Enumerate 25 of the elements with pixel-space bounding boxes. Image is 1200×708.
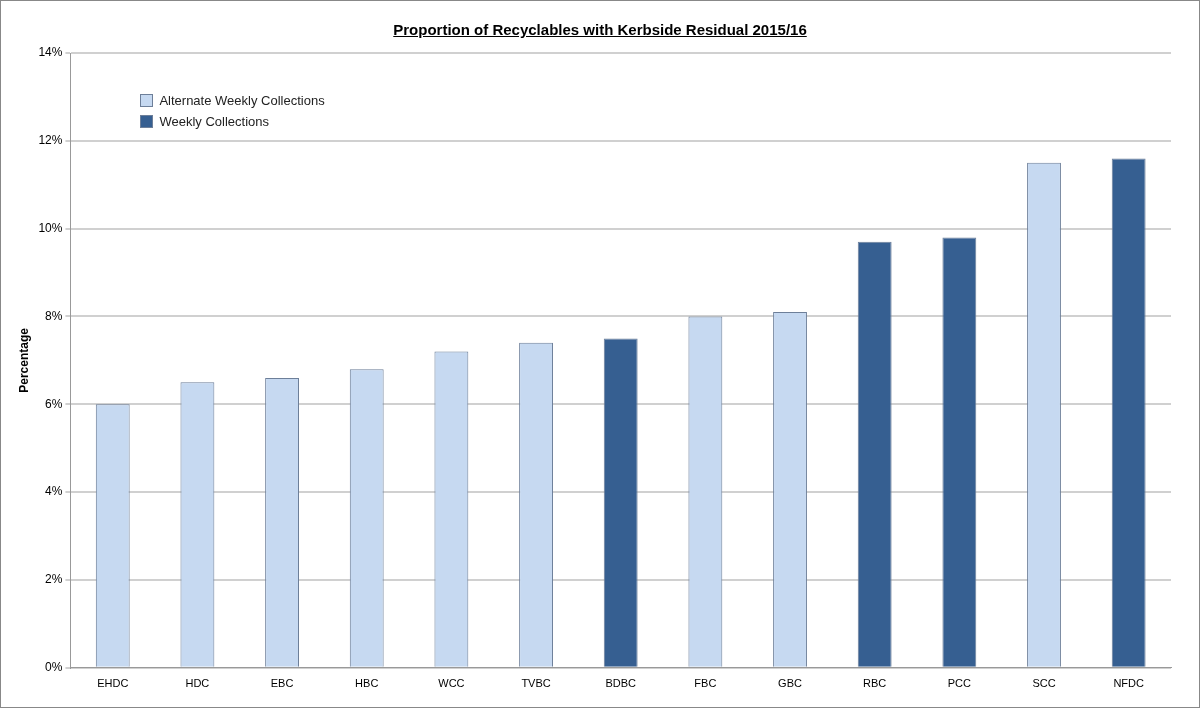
x-tick-label: HDC <box>185 677 210 690</box>
chart-title: Proportion of Recyclables with Kerbside Residual 2015/16 <box>392 21 808 38</box>
y-tick-label: 14% <box>38 45 63 60</box>
x-tick-label: BDBC <box>605 677 637 690</box>
y-tick-label: 10% <box>38 220 63 235</box>
x-tick-label: FBC <box>694 677 717 690</box>
x-tick-label: SCC <box>1032 677 1056 690</box>
legend-label: Alternate Weekly Collections <box>159 93 325 108</box>
x-tick-label: EBC <box>270 677 294 690</box>
x-tick-label: RBC <box>863 677 887 690</box>
y-tick-label: 4% <box>45 484 63 499</box>
y-tick-label: 0% <box>45 660 63 675</box>
x-tick-label: PCC <box>947 677 972 690</box>
x-tick-label: HBC <box>355 677 379 690</box>
y-tick-label: 8% <box>45 308 63 323</box>
x-tick-label: WCC <box>438 677 465 690</box>
y-tick-label: 2% <box>45 572 63 587</box>
x-tick-label: EHDC <box>97 677 129 690</box>
legend-label: Weekly Collections <box>159 114 269 129</box>
y-axis-title: Percentage <box>16 327 31 393</box>
x-tick-label: GBC <box>778 677 802 690</box>
y-tick-label: 12% <box>38 133 63 148</box>
x-tick-label: TVBC <box>521 677 551 690</box>
y-tick-label: 6% <box>45 396 63 411</box>
x-tick-label: NFDC <box>1113 677 1144 690</box>
